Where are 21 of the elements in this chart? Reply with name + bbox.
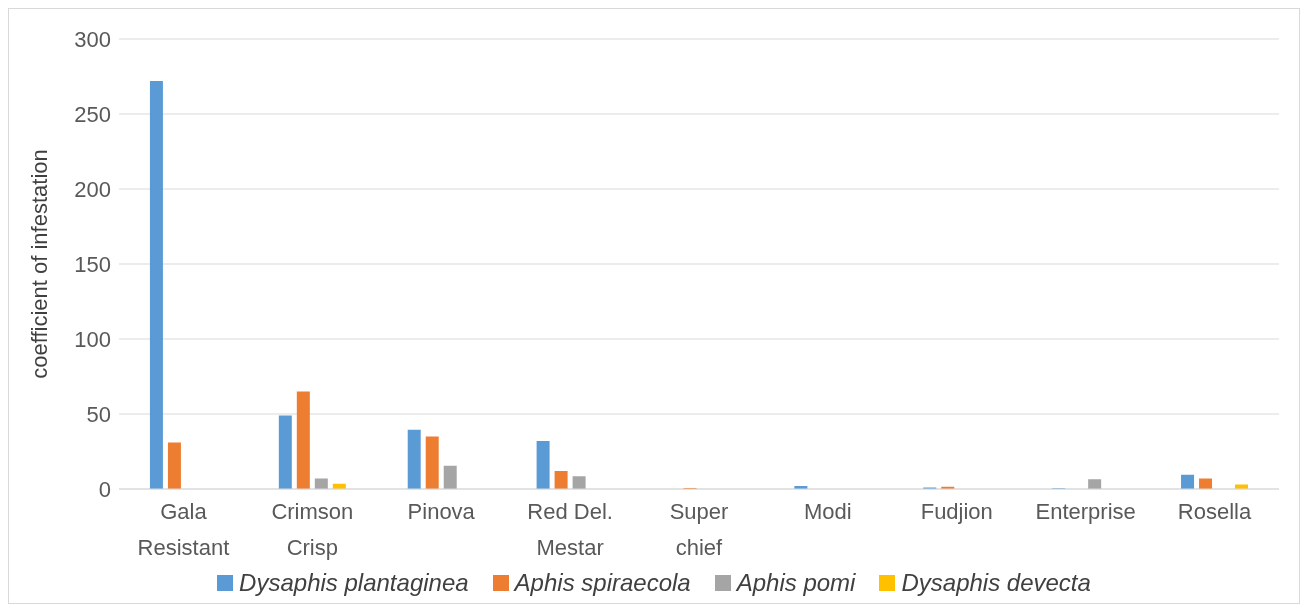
x-tick-label: Pinova (407, 499, 476, 524)
x-tick-label: Super chief (669, 499, 729, 560)
legend-label: Dysaphis plantaginea (239, 569, 469, 597)
x-tick-label: Gala Resistant (137, 499, 230, 560)
x-tick-label: Enterprise (1035, 499, 1136, 524)
y-tick-label: 150 (74, 251, 111, 277)
y-tick-label: 300 (74, 26, 111, 52)
y-axis-title: coefficient of infestation (26, 149, 52, 379)
x-tick-label: Fudjion (920, 499, 993, 524)
y-tick-label: 250 (74, 101, 111, 127)
y-tick-label: 0 (98, 476, 111, 502)
x-tick-label: Rosella (1177, 499, 1252, 524)
x-tick-label: Red Del. Mestar (527, 499, 613, 560)
legend-label: Aphis spiraecola (514, 569, 691, 597)
x-tick-label: Modi (804, 499, 852, 524)
y-tick-label: 200 (74, 176, 111, 202)
y-tick-label: 50 (86, 401, 111, 427)
legend-label: Aphis pomi (736, 569, 856, 597)
y-tick-label: 100 (74, 326, 111, 352)
legend-label: Dysaphis devecta (901, 569, 1091, 597)
x-tick-label: Crimson Crisp (271, 499, 354, 560)
